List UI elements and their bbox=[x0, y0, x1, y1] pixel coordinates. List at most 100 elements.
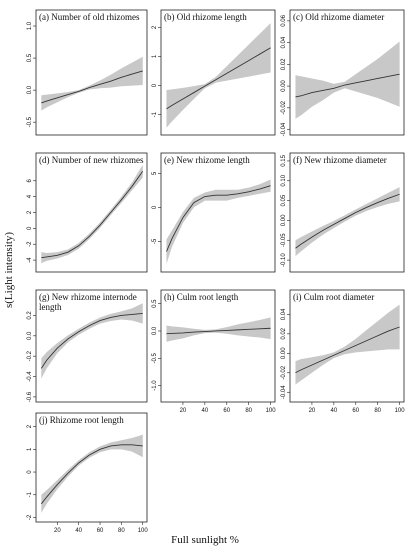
x-tick-label: 20 bbox=[309, 408, 316, 414]
y-tick-label: 5 bbox=[152, 171, 158, 175]
y-tick-label: 0 bbox=[27, 226, 33, 230]
y-tick-label: -0.04 bbox=[281, 385, 287, 399]
title-line: length bbox=[39, 302, 62, 312]
confidence-band bbox=[295, 187, 400, 257]
y-tick-label: 0.00 bbox=[281, 214, 287, 226]
smooth-line bbox=[41, 70, 143, 104]
y-tick-label: 0.02 bbox=[281, 58, 287, 70]
smooth-line bbox=[166, 47, 271, 110]
x-tick-label: 60 bbox=[352, 408, 359, 414]
panel-frame bbox=[289, 152, 405, 273]
smooth-line bbox=[40, 444, 143, 505]
y-tick-label: 0.04 bbox=[281, 36, 287, 48]
confidence-band bbox=[41, 434, 143, 513]
x-tick-label: 20 bbox=[180, 408, 187, 414]
x-tick-label: 100 bbox=[266, 408, 277, 414]
y-axis-label: s(Light intensity) bbox=[3, 232, 15, 308]
panel-frame bbox=[289, 9, 405, 136]
x-tick-label: 40 bbox=[202, 408, 209, 414]
y-tick-label: 0.0 bbox=[152, 326, 158, 335]
x-tick-label: 20 bbox=[54, 528, 61, 534]
y-tick-label: -0.4 bbox=[27, 371, 33, 382]
panel-title: (d) Number of new rhizomes bbox=[39, 155, 144, 165]
y-tick-label: -1.0 bbox=[152, 380, 158, 391]
y-tick-label: 0.00 bbox=[281, 80, 287, 92]
confidence-band bbox=[41, 56, 143, 111]
x-tick-label: 40 bbox=[331, 408, 338, 414]
confidence-band bbox=[41, 164, 143, 264]
confidence-band bbox=[166, 23, 271, 128]
x-tick-label: 80 bbox=[245, 408, 252, 414]
y-tick-label: -0.6 bbox=[27, 391, 33, 402]
x-tick-label: 60 bbox=[223, 408, 230, 414]
y-tick-label: 1 bbox=[152, 54, 158, 58]
x-tick-label: 80 bbox=[118, 528, 125, 534]
title-line: (g) New rhizome internode bbox=[39, 292, 139, 302]
smooth-line bbox=[40, 312, 143, 369]
x-tick-label: 100 bbox=[138, 528, 149, 534]
panel-title: (e) New rhizome length bbox=[164, 155, 250, 165]
smooth-line bbox=[166, 327, 271, 335]
x-tick-label: 100 bbox=[395, 408, 406, 414]
y-tick-label: 1 bbox=[27, 447, 33, 451]
y-tick-label: 2 bbox=[27, 424, 33, 428]
panel-title: (a) Number of old rhizomes bbox=[39, 12, 140, 22]
y-tick-label: 0.15 bbox=[281, 154, 287, 166]
y-tick-label: -0.04 bbox=[281, 122, 287, 136]
smooth-line bbox=[295, 193, 400, 249]
panel-frame bbox=[35, 289, 148, 403]
y-tick-label: -5 bbox=[152, 238, 158, 244]
confidence-band bbox=[41, 303, 143, 379]
confidence-band bbox=[166, 317, 271, 342]
panel-frame bbox=[35, 412, 148, 523]
panel-frame bbox=[289, 289, 405, 403]
y-tick-label: 6 bbox=[27, 178, 33, 182]
y-tick-label: -1 bbox=[152, 111, 158, 117]
smooth-line bbox=[41, 170, 144, 259]
smooth-line bbox=[295, 73, 400, 98]
y-tick-label: 2 bbox=[27, 210, 33, 214]
x-tick-label: 40 bbox=[75, 528, 82, 534]
panel-title: (g) New rhizome internode length bbox=[39, 292, 139, 312]
smooth-line bbox=[166, 185, 271, 252]
y-tick-label: -2 bbox=[27, 241, 33, 247]
y-tick-label: 4 bbox=[27, 194, 33, 198]
y-tick-label: 0 bbox=[152, 83, 158, 87]
panel-frame bbox=[160, 152, 276, 273]
y-tick-label: 0.04 bbox=[281, 308, 287, 320]
panel-frame bbox=[160, 289, 276, 403]
confidence-band bbox=[166, 179, 271, 264]
y-tick-label: 0.2 bbox=[27, 311, 33, 320]
y-tick-label: 0.0 bbox=[27, 85, 33, 94]
y-tick-label: 0 bbox=[152, 205, 158, 209]
x-tick-label: 60 bbox=[97, 528, 104, 534]
y-tick-label: -4 bbox=[27, 257, 33, 263]
panel-frame bbox=[160, 9, 276, 136]
panel-title: (h) Culm root length bbox=[164, 292, 239, 302]
y-tick-label: -0.5 bbox=[152, 352, 158, 363]
y-tick-label: -0.10 bbox=[281, 253, 287, 267]
y-tick-label: 0.5 bbox=[152, 299, 158, 308]
y-tick-label: -1 bbox=[27, 491, 33, 497]
y-tick-label: 0.00 bbox=[281, 347, 287, 359]
y-tick-label: -0.05 bbox=[281, 233, 287, 247]
y-tick-label: 0.05 bbox=[281, 194, 287, 206]
y-tick-label: -2 bbox=[27, 514, 33, 520]
y-tick-label: 0.5 bbox=[27, 53, 33, 62]
confidence-band bbox=[295, 304, 400, 385]
y-tick-label: -0.02 bbox=[281, 100, 287, 114]
y-tick-label: 0.10 bbox=[281, 174, 287, 186]
panel-title: (c) Old rhizome diameter bbox=[293, 12, 384, 22]
y-tick-label: 0 bbox=[27, 470, 33, 474]
panel-title: (i) Culm root diameter bbox=[293, 292, 374, 302]
x-tick-label: 80 bbox=[374, 408, 381, 414]
confidence-band bbox=[295, 41, 400, 119]
panel-title: (f) New rhizome diameter bbox=[293, 155, 387, 165]
x-axis-label: Full sunlight % bbox=[171, 534, 239, 546]
y-tick-label: -0.02 bbox=[281, 365, 287, 379]
y-tick-label: 0.06 bbox=[281, 14, 287, 26]
y-tick-label: 0.02 bbox=[281, 327, 287, 339]
panel-title: (j) Rhizome root length bbox=[39, 415, 124, 425]
y-tick-label: 1.0 bbox=[27, 21, 33, 30]
